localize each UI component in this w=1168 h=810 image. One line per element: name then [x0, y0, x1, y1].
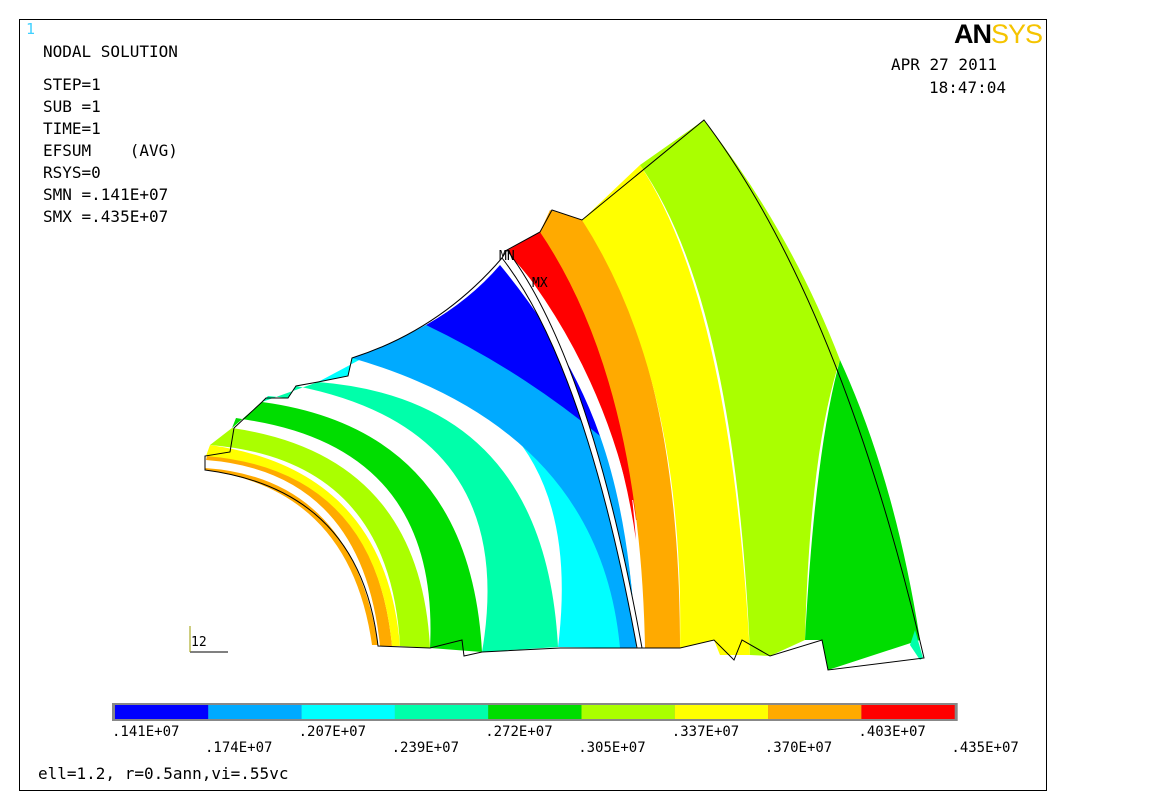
contour-band-13 — [540, 210, 680, 648]
min-marker: MN — [499, 249, 515, 264]
legend-swatch-8 — [861, 705, 955, 719]
contour-band-1 — [206, 452, 392, 646]
contour-band-9 — [426, 265, 600, 436]
max-marker: MX — [532, 276, 548, 291]
legend-swatch-7 — [768, 705, 862, 719]
contour-band-5 — [262, 382, 558, 652]
legend-label-top-2: .272E+07 — [485, 724, 553, 740]
legend-label-top-3: .337E+07 — [671, 724, 740, 740]
legend-swatch-6 — [674, 705, 769, 719]
legend-swatch-2 — [301, 705, 395, 719]
info-step: STEP=1 — [43, 75, 101, 94]
model-outline — [204, 119, 925, 671]
triad-icon — [189, 626, 228, 653]
window-number: 1 — [26, 20, 36, 38]
info-sub: SUB =1 — [43, 97, 101, 116]
plot-title: NODAL SOLUTION — [43, 42, 178, 61]
graphics-window-frame — [19, 19, 1047, 791]
legend-label-top-0: .141E+07 — [112, 724, 180, 740]
legend-swatch-4 — [488, 705, 582, 719]
info-smn: SMN =.141E+07 — [43, 185, 169, 204]
legend-label-bottom-2: .305E+07 — [578, 740, 646, 756]
info-smx: SMX =.435E+07 — [43, 207, 169, 226]
legend-swatch-0 — [115, 705, 209, 719]
legend-swatch-3 — [394, 705, 489, 719]
footer-caption: ell=1.2, r=0.5ann,vi=.55vc — [38, 764, 289, 783]
contour-band-17 — [910, 630, 923, 660]
info-result-item: EFSUM (AVG) — [43, 141, 178, 160]
contour-band-15 — [640, 120, 840, 656]
gap-outline — [501, 249, 643, 649]
contour-band-14 — [582, 165, 750, 655]
legend-swatch-5 — [581, 705, 675, 719]
legend-swatch-1 — [208, 705, 302, 719]
legend-label-bottom-0: .174E+07 — [205, 740, 273, 756]
legend-label-top-1: .207E+07 — [298, 724, 367, 740]
info-time: TIME=1 — [43, 119, 101, 138]
legend-label-top-4: .403E+07 — [858, 724, 926, 740]
contour-band-4 — [232, 402, 482, 652]
triad-label: 12 — [191, 635, 207, 650]
contour-bands — [204, 119, 925, 671]
legend-colorbar — [112, 703, 958, 721]
legend-label-bottom-4: .435E+07 — [951, 740, 1019, 756]
legend-label-bottom-1: .239E+07 — [391, 740, 460, 756]
ansys-logo: ANSYS — [954, 19, 1043, 49]
date-stamp: APR 27 2011 — [891, 55, 997, 74]
legend-label-bottom-3: .370E+07 — [764, 740, 833, 756]
contour-band-3 — [210, 428, 430, 648]
time-stamp: 18:47:04 — [929, 78, 1007, 97]
info-rsys: RSYS=0 — [43, 163, 101, 182]
contour-band-16 — [805, 360, 920, 670]
